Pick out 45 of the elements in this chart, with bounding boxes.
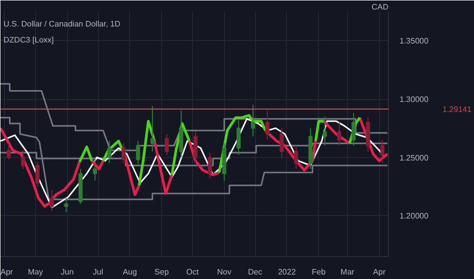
x-tick-label: Feb	[312, 268, 326, 276]
x-tick-label: Sep	[154, 268, 170, 276]
text: DZDC3 [Loxx]	[4, 36, 54, 44]
x-tick-label: Apr	[373, 268, 386, 276]
candlestick	[6, 142, 11, 160]
candlestick	[122, 142, 126, 164]
text: U.S. Dollar / Canadian Dollar, 1D	[4, 20, 121, 28]
candlestick	[337, 122, 342, 146]
candlestick	[250, 104, 256, 137]
candlestick	[150, 106, 154, 152]
x-tick-label: Aug	[122, 268, 137, 276]
candlestick	[35, 162, 40, 187]
candlestick	[380, 139, 384, 164]
candlestick	[352, 112, 356, 146]
candlestick	[107, 140, 112, 164]
candlestick	[136, 140, 140, 165]
candlestick	[366, 117, 370, 152]
y-tick-label: 1.25000	[400, 153, 429, 162]
candlestick	[193, 131, 198, 164]
y-tick-label: 1.30000	[400, 95, 429, 104]
x-tick-label: Nov	[217, 268, 232, 276]
candlestick	[236, 120, 241, 156]
candlestick	[322, 116, 327, 146]
x-tick-label: Oct	[186, 268, 200, 276]
candlestick	[21, 150, 26, 170]
x-tick-label: Apr	[0, 268, 14, 276]
x-tick-label: 2022	[278, 268, 296, 276]
x-tick-label: Mar	[340, 268, 355, 276]
x-tick-label: Dec	[248, 268, 262, 276]
x-tick-label: Jun	[60, 268, 74, 276]
candlestick	[280, 128, 284, 158]
candlestick	[92, 156, 97, 182]
x-tick-label: May	[28, 268, 43, 276]
candlestick	[294, 145, 298, 170]
y-tick-label: 1.20000	[400, 212, 429, 221]
x-tick-label: Jul	[92, 268, 104, 276]
y-axis-title: CAD	[372, 2, 389, 12]
ref-line-label: 1.29141	[442, 105, 472, 114]
candlestick	[179, 110, 184, 158]
candlestick	[64, 198, 68, 213]
y-tick-label: 1.35000	[400, 36, 429, 46]
candlestick	[208, 152, 212, 179]
candlestick	[164, 134, 169, 156]
candlestick	[265, 110, 270, 140]
candlestick	[50, 190, 54, 212]
